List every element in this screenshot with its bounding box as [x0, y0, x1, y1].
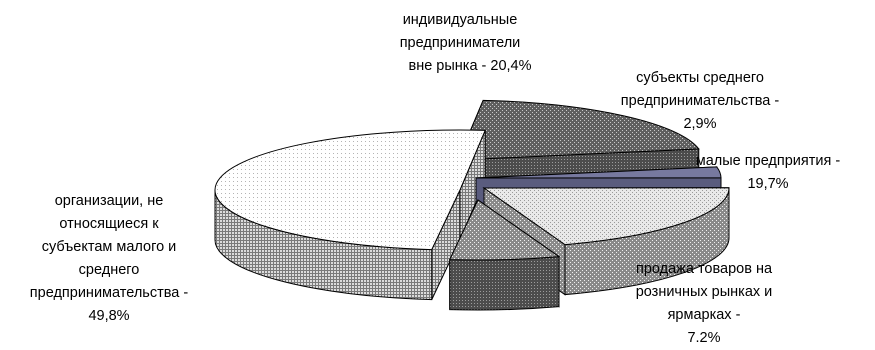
slice-side-retail [449, 256, 560, 311]
slice-top-retail [448, 199, 561, 261]
label-small: малые предприятия - 19,7% [695, 153, 841, 192]
label-retail: продажа товаров на розничных рынках и яр… [635, 261, 773, 346]
slice-retail [448, 199, 561, 311]
label-medium: субъекты среднего предпринимательства - … [620, 70, 780, 132]
slice-top-individuals [457, 99, 700, 161]
slice-top-small [482, 187, 730, 246]
slice-top-medium [475, 166, 722, 179]
slice-top-organizations [214, 129, 486, 251]
slice-organizations [214, 129, 486, 301]
label-individuals: индивидуальные предприниматели вне рынка… [399, 12, 532, 74]
label-organizations: организации, не относящиеся к субъектам … [29, 193, 189, 324]
